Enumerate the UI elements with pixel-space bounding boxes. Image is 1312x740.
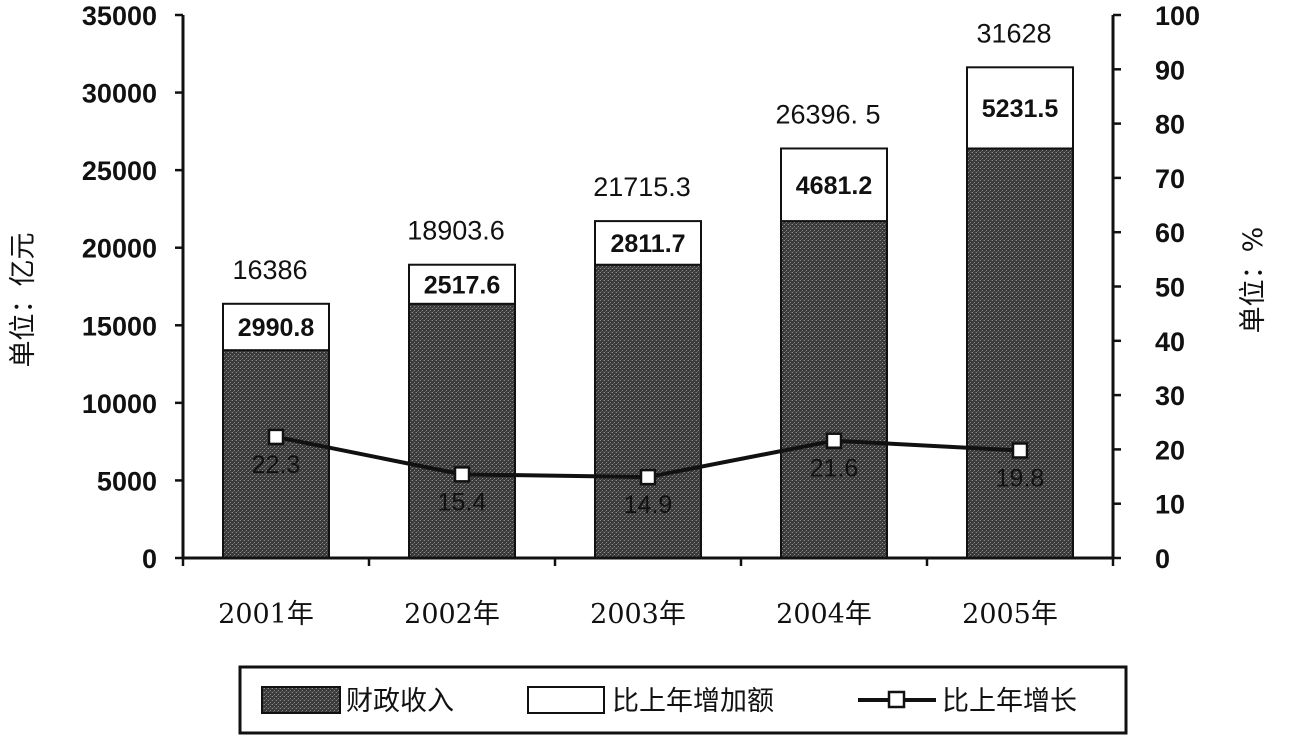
legend-label-increase: 比上年增加额: [612, 686, 774, 717]
total-label: 21715.3: [593, 172, 691, 202]
growth-label: 15.4: [438, 488, 487, 516]
legend-marker-growth: [887, 690, 906, 709]
x-tick-label: 2002年: [404, 599, 500, 630]
legend-swatch-increase: [527, 686, 605, 714]
y-tick-label-right: 50: [1155, 273, 1185, 303]
increase-label: 4681.2: [796, 172, 872, 200]
y-tick-label-right: 30: [1155, 381, 1185, 411]
axes: 0 5000 10000 15000 20000 25000 30000 35000 0 10 20…: [82, 1, 1200, 630]
data-labels: 16386 2990.8 22.3 18903.6 2517.6 15.4 21715.3 2…: [232, 18, 1058, 519]
increase-label: 2517.6: [424, 271, 500, 299]
y-tick-label-left: 30000: [82, 79, 157, 109]
y-tick-label-right: 10: [1155, 490, 1185, 520]
bar-increase: [594, 220, 702, 266]
legend-label-growth: 比上年增长: [942, 686, 1077, 717]
legend-frame: [238, 665, 1128, 735]
total-label: 31628: [976, 18, 1051, 48]
y-tick-label-right: 40: [1155, 327, 1185, 357]
growth-point: [453, 466, 471, 483]
y-tick-label-right: 100: [1155, 1, 1200, 31]
y-tick-label-left: 0: [142, 544, 157, 574]
bar-revenue: [780, 220, 888, 559]
bar-increase: [966, 66, 1074, 150]
y-tick-label-right: 0: [1155, 544, 1170, 574]
y-tick-label-left: 10000: [82, 389, 157, 419]
bar-revenue: [408, 302, 516, 560]
y-tick-label-left: 35000: [82, 1, 157, 31]
growth-label: 19.8: [996, 464, 1045, 492]
total-label: 18903.6: [407, 216, 505, 246]
bar-increase: [780, 147, 888, 223]
bar-revenue: [966, 147, 1074, 560]
growth-point: [267, 428, 285, 446]
increase-label: 5231.5: [982, 95, 1059, 123]
total-label: 26396. 5: [775, 99, 880, 129]
legend-label-revenue: 财政收入: [346, 686, 454, 717]
bar-increase: [408, 263, 516, 305]
y-tick-label-left: 20000: [82, 234, 157, 264]
increase-label: 2990.8: [238, 314, 315, 342]
legend: 财政收入 比上年增加额 比上年增长: [238, 665, 1128, 735]
total-label: 16386: [232, 255, 307, 285]
increase-label: 2811.7: [610, 230, 685, 258]
y-tick-label-right: 70: [1155, 164, 1185, 194]
y-tick-label-right: 20: [1155, 435, 1185, 465]
bar-revenue: [222, 349, 330, 559]
y-tick-label-right: 90: [1155, 55, 1185, 85]
growth-point: [1011, 442, 1029, 459]
y-tick-label-left: 15000: [82, 311, 157, 341]
x-tick-label: 2005年: [962, 599, 1058, 630]
growth-label: 21.6: [810, 455, 859, 483]
bar-revenue: [594, 263, 702, 559]
growth-label: 14.9: [624, 491, 673, 519]
growth-point: [639, 468, 657, 486]
x-tick-label: 2004年: [776, 599, 872, 630]
growth-label: 22.3: [252, 451, 301, 479]
y-axis-left-label: 单位：亿元: [8, 233, 39, 368]
legend-swatch-revenue: [261, 686, 341, 714]
growth-point: [825, 432, 843, 449]
y-axis-right-label: 单位：%: [1238, 227, 1269, 334]
bar-increase: [222, 302, 330, 352]
y-tick-label-left: 5000: [97, 466, 157, 496]
x-tick-label: 2003年: [590, 599, 686, 630]
y-tick-label-left: 25000: [82, 156, 157, 186]
plot-area: [222, 66, 1074, 560]
x-tick-label: 2001年: [218, 599, 314, 630]
y-tick-label-right: 80: [1155, 110, 1185, 140]
y-tick-label-right: 60: [1155, 218, 1185, 248]
